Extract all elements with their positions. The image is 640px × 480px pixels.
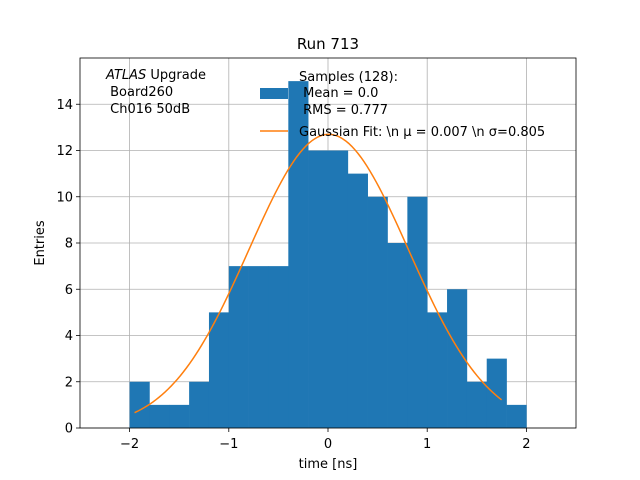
histogram-bar-7 [268, 266, 289, 428]
y-tick-label-5: 10 [56, 190, 73, 205]
x-tick-label-0: −2 [120, 437, 139, 452]
legend-histogram-line-1: Samples (128): [299, 70, 398, 85]
x-tick-label-1: −1 [219, 437, 238, 452]
histogram-bar-17 [466, 381, 488, 428]
x-axis-label: time [ns] [299, 457, 358, 472]
annotation-line-2: Board260 [106, 85, 173, 100]
legend-histogram-swatch [260, 88, 288, 99]
histogram-bar-6 [248, 266, 269, 428]
histogram-bars [129, 81, 527, 428]
x-tick-label-3: 1 [423, 437, 431, 452]
histogram-bar-2 [169, 404, 190, 428]
y-axis-ticks: 0 2 4 6 8 10 12 14 [56, 98, 80, 437]
histogram-bar-5 [228, 266, 249, 428]
y-tick-label-7: 14 [56, 98, 73, 113]
legend-histogram-line-3: RMS = 0.777 [299, 103, 388, 118]
upgrade-label: Upgrade [146, 68, 206, 83]
histogram-bar-16 [447, 289, 468, 428]
y-tick-label-2: 4 [65, 329, 73, 344]
y-tick-label-3: 6 [65, 283, 73, 298]
y-tick-label-0: 0 [65, 422, 73, 437]
histogram-bar-1 [149, 404, 170, 428]
annotation-line-1: ATLAS Upgrade [105, 68, 206, 83]
annotation-line-3: Ch016 50dB [106, 102, 190, 117]
histogram-bar-18 [486, 358, 507, 428]
gaussian-fit-line [134, 133, 503, 414]
histogram-bar-14 [407, 196, 428, 428]
y-tick-label-4: 8 [65, 237, 73, 252]
y-tick-label-6: 12 [56, 144, 73, 159]
atlas-annotation: ATLAS Upgrade Board260 Ch016 50dB [105, 68, 206, 117]
histogram-bar-8 [288, 81, 309, 428]
x-tick-label-2: 0 [324, 437, 332, 452]
histogram-bar-19 [506, 404, 527, 428]
histogram-bar-12 [367, 196, 388, 428]
histogram-bar-13 [387, 243, 408, 428]
y-tick-label-1: 2 [65, 375, 73, 390]
x-tick-label-4: 2 [522, 437, 530, 452]
histogram-bar-0 [129, 381, 150, 428]
legend-fit-label: Gaussian Fit: \n μ = 0.007 \n σ=0.805 [299, 125, 545, 140]
atlas-label: ATLAS [105, 68, 146, 83]
legend: Samples (128): Mean = 0.0 RMS = 0.777 Ga… [260, 70, 545, 140]
histogram-bar-3 [189, 381, 210, 428]
histogram-bar-11 [347, 173, 368, 428]
chart-title: Run 713 [297, 35, 359, 53]
histogram-bar-15 [427, 312, 448, 428]
histogram-bar-10 [328, 150, 349, 428]
histogram-bar-4 [208, 312, 230, 428]
y-axis-label: Entries [33, 220, 48, 266]
legend-histogram-line-2: Mean = 0.0 [299, 86, 378, 101]
histogram-bar-9 [308, 150, 329, 428]
x-axis-ticks: −2 −1 0 1 2 [120, 428, 531, 452]
